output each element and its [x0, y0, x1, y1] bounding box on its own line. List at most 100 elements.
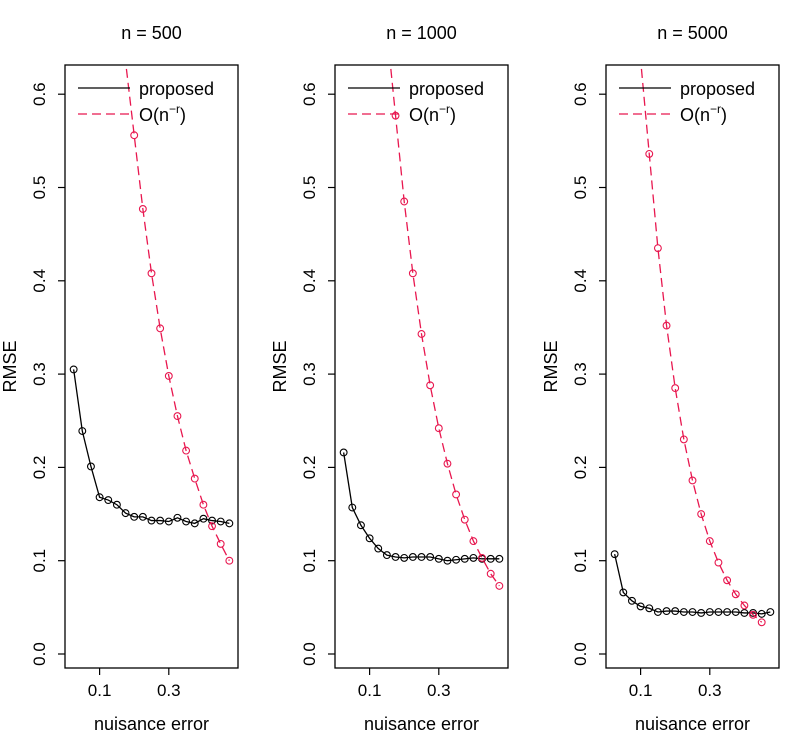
data-point-proposed: [653, 608, 662, 616]
plot-frame: [64, 64, 239, 669]
data-point-reference: [653, 244, 662, 253]
data-point-proposed: [400, 553, 409, 562]
data-point-reference: [714, 558, 723, 567]
legend-label-reference: O(n−r): [409, 102, 456, 125]
y-tick-label: 0.5: [30, 176, 49, 200]
data-point-proposed: [452, 555, 461, 564]
data-point-reference: [208, 522, 217, 531]
data-area: [69, 65, 234, 565]
data-point-proposed: [723, 608, 732, 616]
data-point-proposed: [104, 496, 113, 505]
data-point-reference: [671, 384, 680, 393]
y-tick-label: 0.4: [300, 269, 319, 293]
legend-label-proposed: proposed: [409, 79, 484, 99]
data-point-reference: [434, 424, 443, 433]
data-point-proposed: [619, 588, 628, 597]
data-point-proposed: [339, 448, 348, 457]
data-point-reference: [645, 149, 654, 158]
data-point-proposed: [636, 602, 645, 611]
x-tick-label: 0.1: [358, 681, 382, 700]
series-line-proposed: [343, 452, 500, 562]
y-tick-label: 0.0: [571, 642, 590, 666]
x-tick-label: 0.3: [698, 681, 722, 700]
data-point-reference: [679, 435, 688, 444]
panel-title: n = 500: [121, 23, 182, 43]
x-tick-label: 0.1: [88, 681, 112, 700]
data-point-proposed: [391, 553, 400, 561]
legend-label-exponent: −r: [710, 102, 721, 116]
data-point-reference: [190, 474, 199, 483]
legend-label-proposed: proposed: [139, 79, 214, 99]
data-point-reference: [182, 446, 191, 455]
panel-2: n = 1000 0.0 0.1 0.2 0.3 0.4 0.5 0.6 0.1 0.3 nuisa…: [270, 23, 509, 734]
data-point-reference: [147, 269, 156, 278]
y-tick-label: 0.3: [300, 362, 319, 386]
data-point-proposed: [95, 493, 104, 502]
data-point-proposed: [365, 534, 374, 543]
data-point-reference: [138, 205, 147, 213]
data-point-reference: [443, 459, 452, 468]
data-point-reference: [486, 569, 495, 578]
x-axis-label: nuisance error: [364, 714, 479, 734]
legend-label-reference: O(n−r): [680, 102, 727, 125]
data-point-proposed: [348, 503, 357, 512]
data-point-reference: [688, 476, 697, 485]
data-point-reference: [697, 510, 706, 518]
data-point-reference: [391, 111, 400, 120]
data-point-proposed: [740, 608, 749, 617]
series-line-reference: [640, 65, 763, 623]
data-point-reference: [400, 197, 409, 206]
data-point-proposed: [208, 516, 217, 525]
data-point-reference: [662, 321, 671, 330]
data-point-proposed: [610, 550, 619, 559]
series-line-reference: [389, 65, 500, 587]
data-point-reference: [426, 381, 435, 390]
legend-label-suffix: ): [180, 105, 186, 125]
legend-label-suffix: ): [450, 105, 456, 125]
data-point-reference: [408, 269, 417, 278]
data-point-proposed: [147, 516, 156, 525]
data-point-proposed: [443, 556, 452, 565]
data-point-proposed: [705, 608, 714, 616]
data-point-proposed: [671, 607, 680, 616]
legend-label-proposed: proposed: [680, 79, 755, 99]
y-tick-label: 0.1: [300, 549, 319, 573]
data-point-proposed: [645, 604, 654, 613]
y-tick-label: 0.0: [30, 642, 49, 666]
data-point-reference: [225, 556, 234, 565]
data-point-proposed: [69, 365, 78, 374]
data-point-proposed: [679, 608, 688, 616]
y-tick-label: 0.6: [571, 82, 590, 106]
data-point-proposed: [199, 514, 208, 523]
series-line-proposed: [614, 554, 771, 615]
data-point-proposed: [697, 608, 706, 617]
data-point-reference: [749, 610, 757, 619]
data-point-reference: [731, 590, 740, 599]
y-tick-label: 0.4: [30, 269, 49, 293]
data-point-proposed: [417, 553, 426, 561]
plot-frame: [605, 64, 780, 669]
data-point-proposed: [190, 519, 199, 528]
y-tick-label: 0.5: [571, 176, 590, 200]
y-tick-label: 0.1: [571, 549, 590, 573]
data-point-reference: [156, 324, 165, 333]
data-point-proposed: [78, 427, 87, 435]
data-point-reference: [199, 500, 208, 509]
data-point-proposed: [469, 553, 478, 562]
data-point-proposed: [86, 462, 95, 471]
data-point-reference: [173, 412, 182, 421]
legend-label-suffix: ): [721, 105, 727, 125]
data-point-reference: [130, 131, 139, 140]
data-point-reference: [469, 537, 478, 546]
legend-label-exponent: −r: [169, 102, 180, 116]
data-point-proposed: [382, 551, 391, 560]
x-tick-label: 0.3: [157, 681, 181, 700]
legend: proposed O(n−r): [78, 79, 214, 125]
data-point-reference: [495, 581, 504, 590]
data-point-reference: [460, 515, 469, 524]
data-point-proposed: [216, 517, 225, 526]
data-point-proposed: [460, 554, 469, 563]
data-point-proposed: [714, 608, 723, 616]
data-point-proposed: [662, 607, 671, 616]
data-point-proposed: [156, 516, 165, 525]
